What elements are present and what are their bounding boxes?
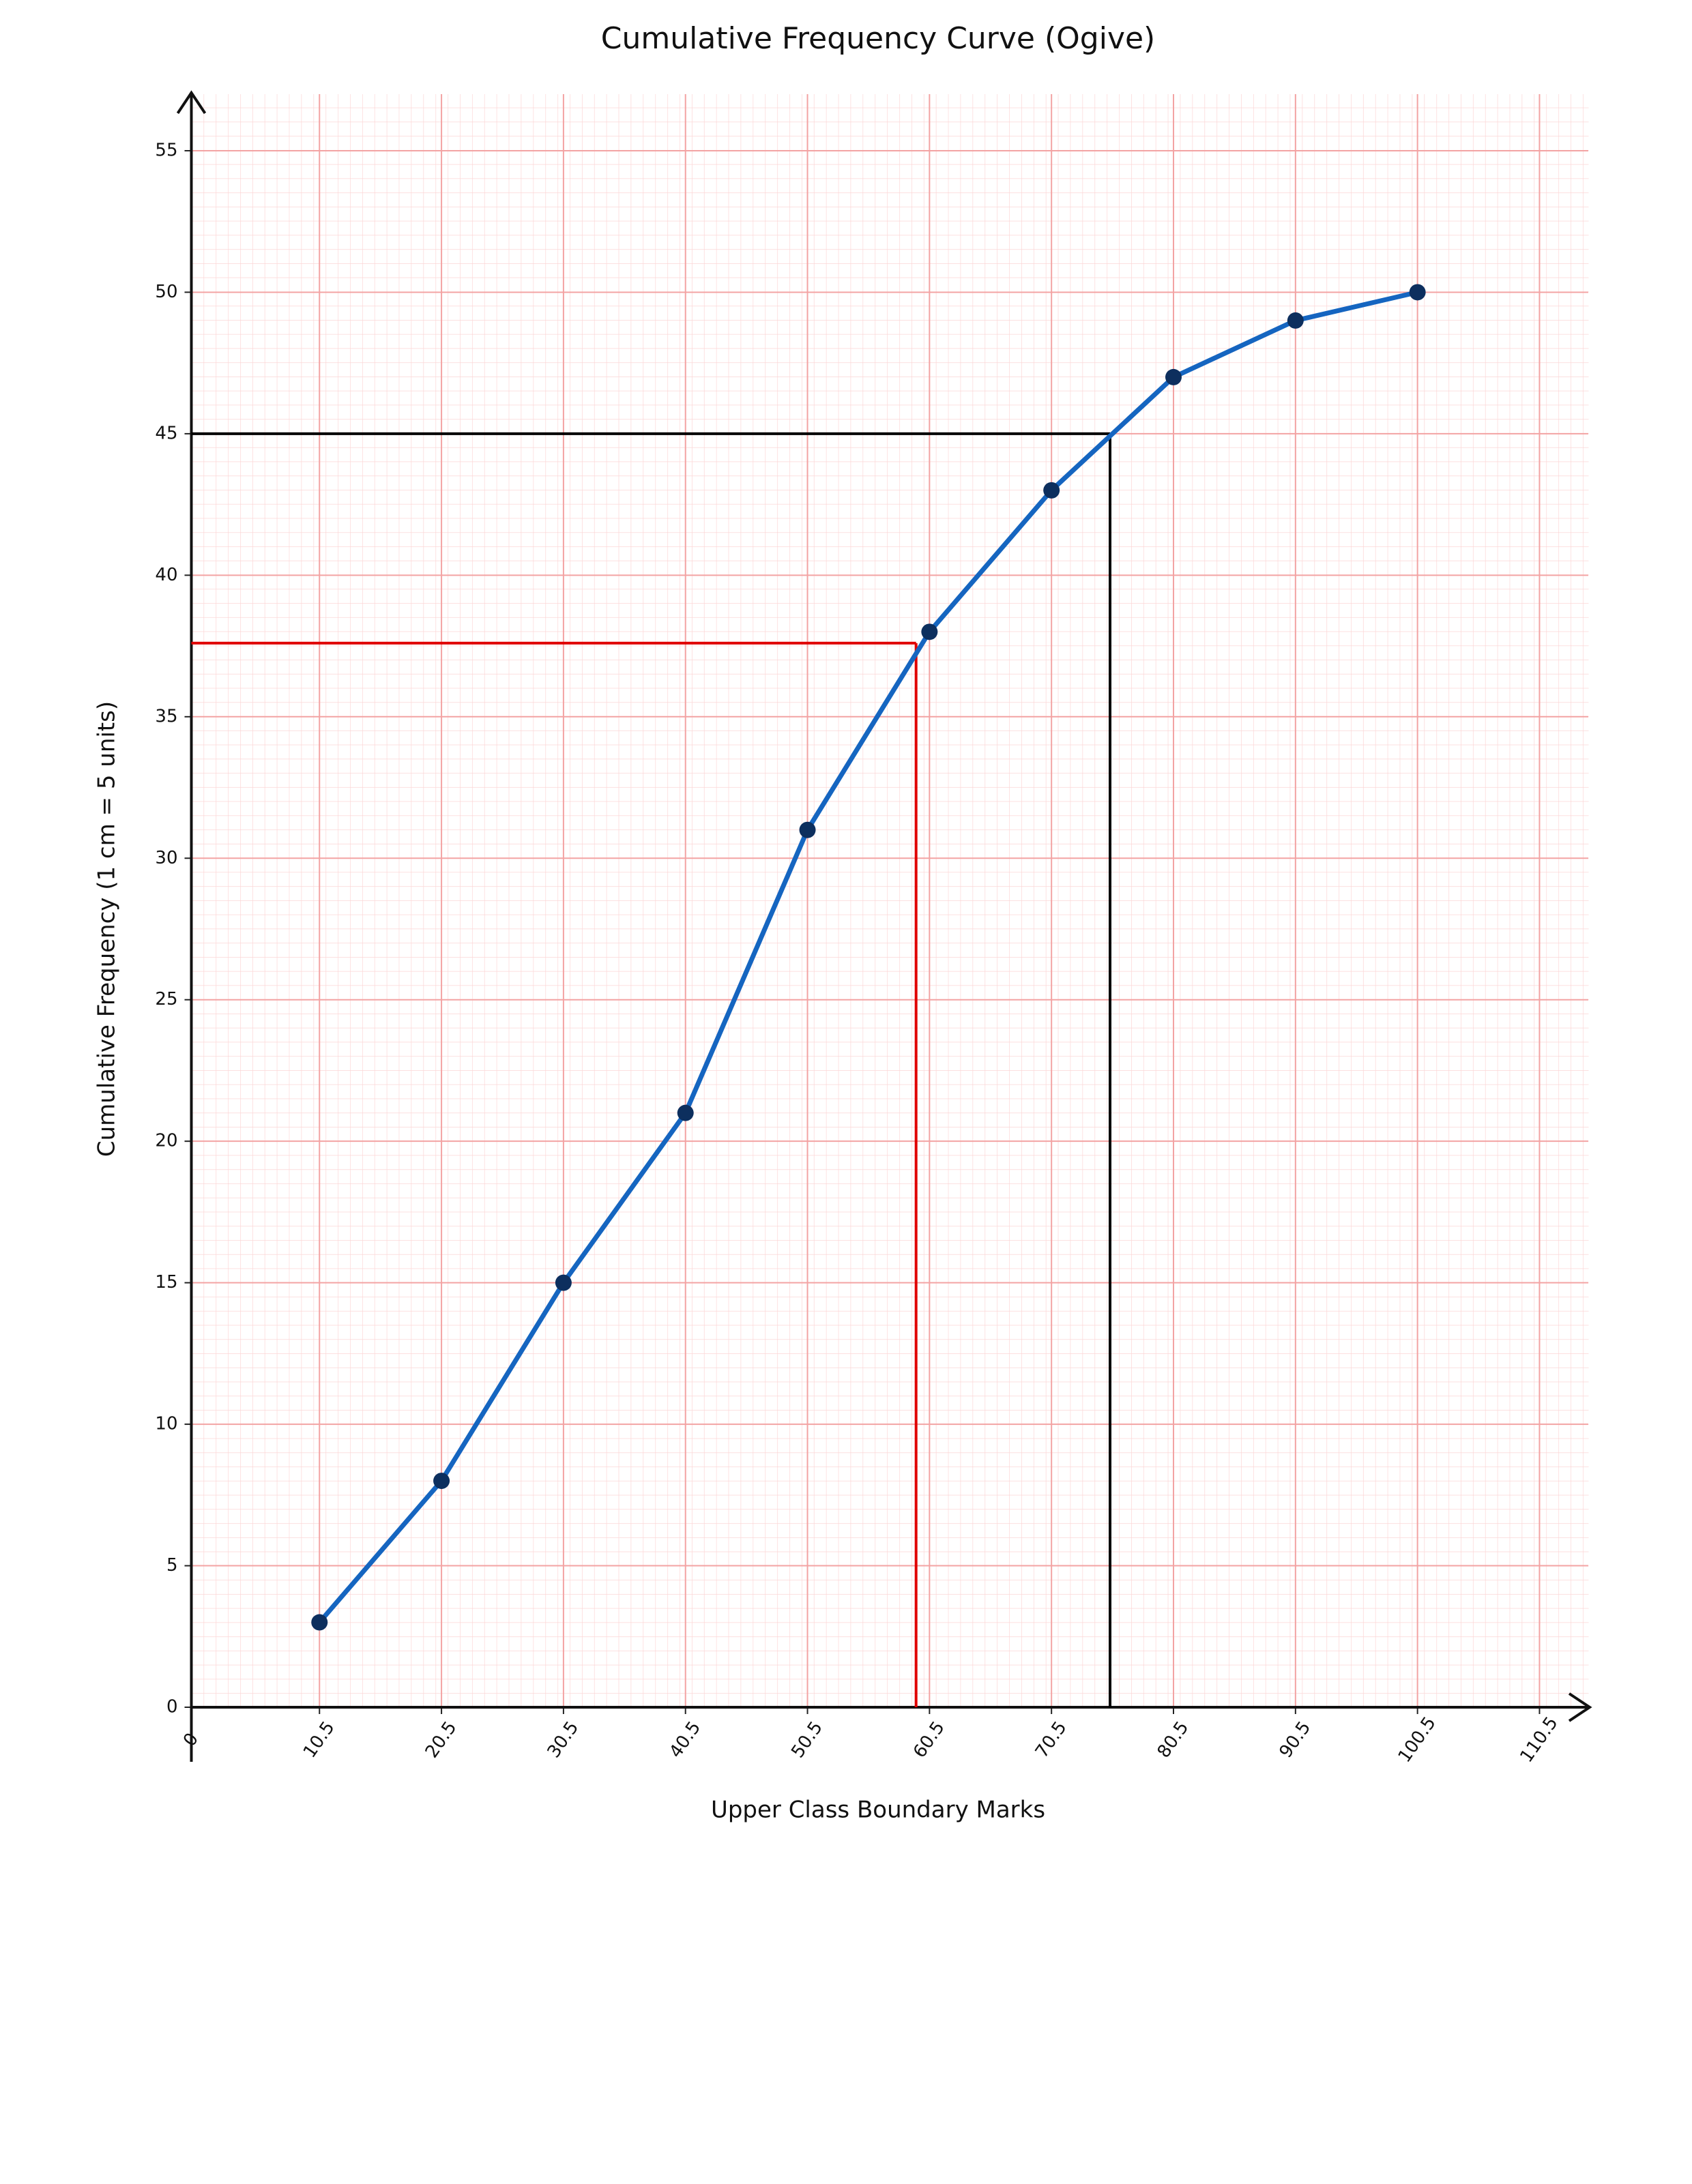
x-tick-label: 30.5 xyxy=(544,1717,583,1762)
x-tick-label: 90.5 xyxy=(1276,1717,1315,1762)
data-point xyxy=(799,821,816,838)
y-tick-label: 55 xyxy=(155,140,177,160)
data-point xyxy=(1043,482,1060,499)
x-axis-label: Upper Class Boundary Marks xyxy=(711,1797,1045,1824)
y-tick-label: 30 xyxy=(155,848,177,868)
y-tick-label: 45 xyxy=(155,423,177,443)
data-point xyxy=(555,1274,572,1291)
data-point xyxy=(1287,312,1304,329)
data-line xyxy=(317,290,1418,1624)
x-axis-arrow xyxy=(1568,1692,1592,1722)
data-point xyxy=(921,623,938,640)
y-tick-label: 25 xyxy=(155,989,177,1009)
y-tick-label: 40 xyxy=(155,565,177,585)
y-tick-label: 35 xyxy=(155,706,177,726)
x-tick-label: 40.5 xyxy=(665,1717,705,1762)
chart-title: Cumulative Frequency Curve (Ogive) xyxy=(601,21,1155,56)
x-tick-label: 110.5 xyxy=(1516,1713,1562,1767)
data-point xyxy=(1409,284,1426,301)
x-tick-label: 70.5 xyxy=(1032,1717,1071,1762)
y-tick-label: 10 xyxy=(155,1414,177,1434)
y-tick-label: 0 xyxy=(166,1697,178,1717)
data-point xyxy=(433,1473,450,1490)
data-point xyxy=(311,1614,328,1631)
y-tick-label: 15 xyxy=(155,1272,177,1293)
x-tick-label: 20.5 xyxy=(422,1717,461,1762)
x-tick-label: 10.5 xyxy=(300,1717,339,1762)
x-tick-label: 80.5 xyxy=(1154,1717,1193,1762)
y-axis-arrow xyxy=(176,90,207,115)
data-point xyxy=(677,1104,694,1121)
x-tick-label: 60.5 xyxy=(909,1717,949,1762)
y-axis-label: Cumulative Frequency (1 cm = 5 units) xyxy=(93,701,121,1157)
x-tick-label: 100.5 xyxy=(1395,1713,1440,1767)
y-tick-label: 5 xyxy=(166,1555,178,1576)
data-point xyxy=(1165,368,1182,385)
graph-paper xyxy=(191,94,1589,1707)
x-tick-label: 50.5 xyxy=(787,1717,827,1762)
y-tick-label: 20 xyxy=(155,1131,177,1151)
y-tick-label: 50 xyxy=(155,282,177,302)
